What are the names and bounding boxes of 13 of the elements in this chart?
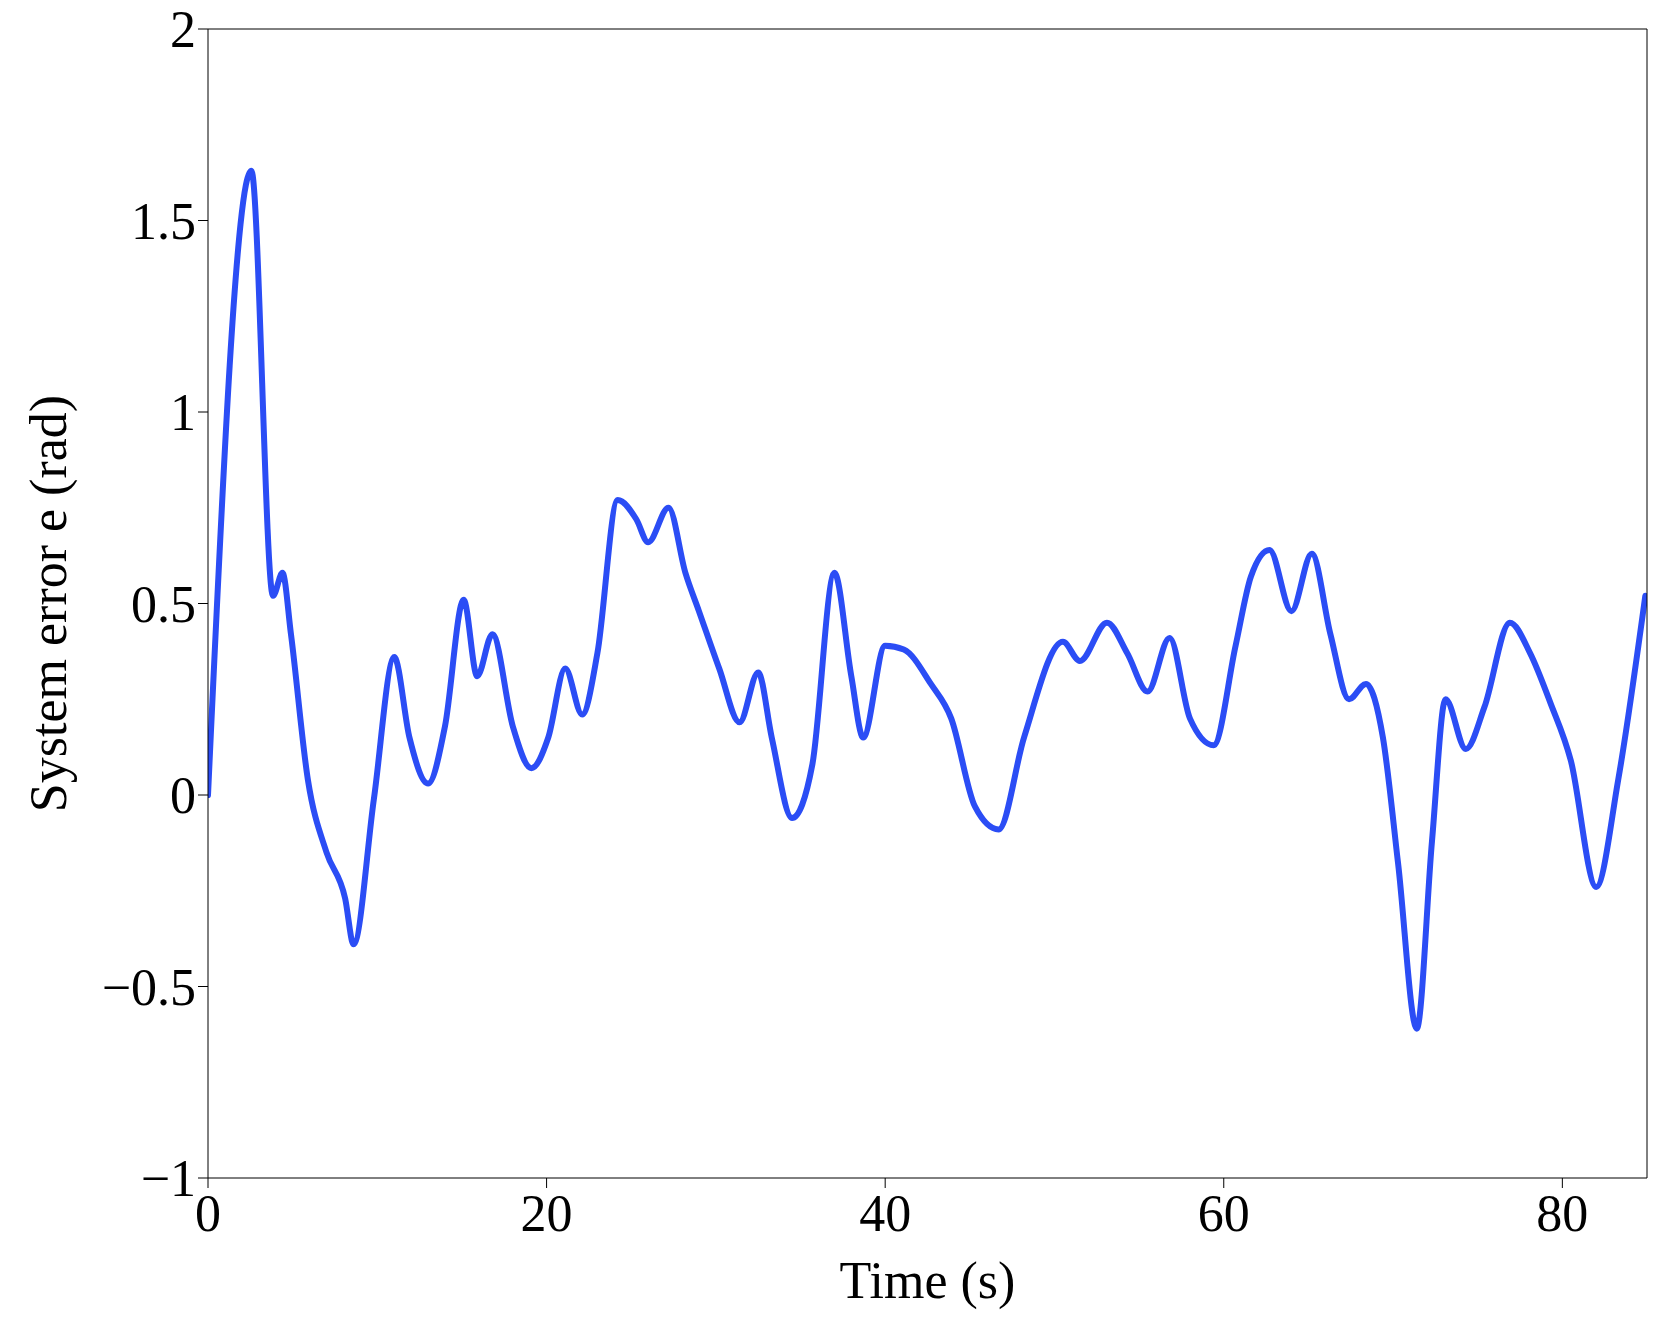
y-tick-label: −1 (140, 1150, 196, 1208)
y-axis-title: System error e (rad) (20, 394, 79, 813)
x-tick-label: 40 (859, 1184, 912, 1242)
x-axis-title: Time (s) (839, 1252, 1016, 1310)
y-tick-label: 1 (170, 384, 196, 442)
y-tick-label: 1.5 (131, 192, 196, 250)
y-tick-label: 0 (170, 767, 196, 825)
x-tick-label: 20 (520, 1184, 573, 1242)
x-tick-label: 80 (1536, 1184, 1589, 1242)
y-tick-label: 0.5 (131, 575, 196, 633)
y-tick-label: 2 (170, 1, 196, 59)
y-tick-label: −0.5 (101, 958, 196, 1016)
x-tick-label: 60 (1197, 1184, 1250, 1242)
